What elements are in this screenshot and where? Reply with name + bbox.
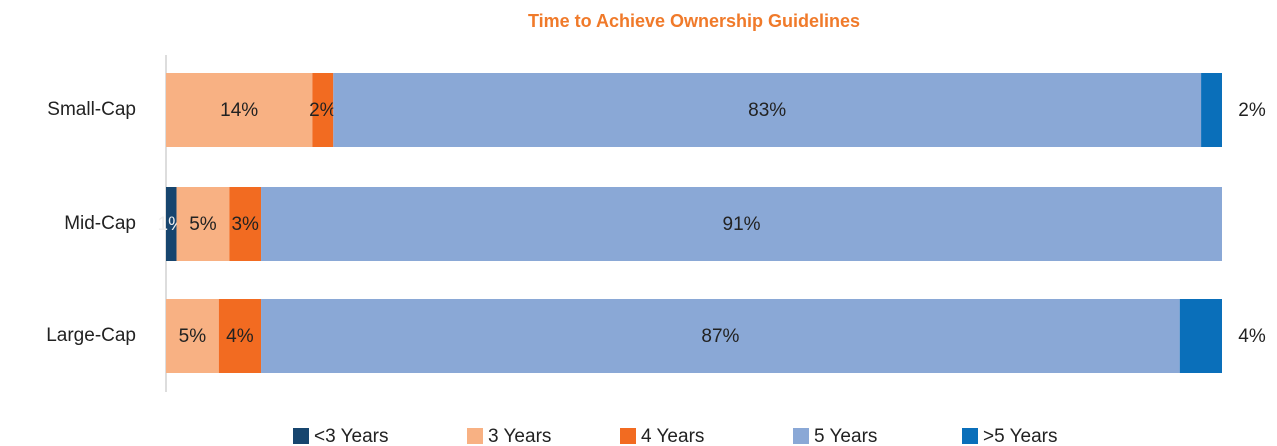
data-label: 5% bbox=[179, 326, 207, 347]
bar-segment bbox=[261, 299, 1180, 373]
legend-label: >5 Years bbox=[983, 426, 1058, 446]
bar-segment bbox=[166, 187, 177, 261]
bar-segment bbox=[1179, 299, 1222, 373]
data-label: 3% bbox=[231, 214, 259, 235]
legend-label: 5 Years bbox=[814, 426, 877, 446]
legend-swatch bbox=[793, 428, 809, 444]
data-label: 2% bbox=[309, 100, 337, 121]
data-label: 4% bbox=[226, 326, 254, 347]
bar-segment bbox=[176, 187, 230, 261]
bar-segment bbox=[312, 73, 334, 147]
bar-segment bbox=[333, 73, 1202, 147]
data-label: 91% bbox=[723, 214, 761, 235]
data-label: 87% bbox=[701, 326, 739, 347]
data-label: 2% bbox=[1238, 100, 1266, 121]
legend-swatch bbox=[467, 428, 483, 444]
bar-segment bbox=[1201, 73, 1222, 147]
chart-title: Time to Achieve Ownership Guidelines bbox=[528, 11, 860, 31]
bar-segment bbox=[218, 299, 262, 373]
legend-swatch bbox=[962, 428, 978, 444]
legend-label: 3 Years bbox=[488, 426, 551, 446]
bar-segment bbox=[166, 299, 219, 373]
bar-segment bbox=[229, 187, 262, 261]
bar-segment bbox=[166, 73, 313, 147]
legend-label: <3 Years bbox=[314, 426, 389, 446]
legend-label: 4 Years bbox=[641, 426, 704, 446]
data-label: 4% bbox=[1238, 326, 1266, 347]
legend-swatch bbox=[620, 428, 636, 444]
bar-segment bbox=[261, 187, 1222, 261]
legend-swatch bbox=[293, 428, 309, 444]
y-tick-label: Small-Cap bbox=[47, 99, 136, 120]
y-tick-label: Mid-Cap bbox=[64, 213, 136, 234]
data-label: 5% bbox=[189, 214, 217, 235]
data-label: 83% bbox=[748, 100, 786, 121]
y-tick-label: Large-Cap bbox=[46, 325, 136, 346]
data-label: 14% bbox=[220, 100, 258, 121]
